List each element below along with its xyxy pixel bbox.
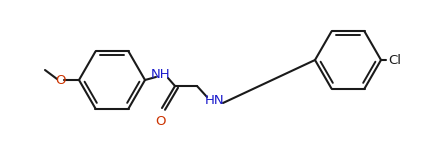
Text: NH: NH (151, 68, 171, 81)
Text: O: O (156, 115, 166, 128)
Text: Cl: Cl (388, 54, 401, 67)
Text: O: O (56, 74, 66, 87)
Text: HN: HN (205, 95, 225, 107)
